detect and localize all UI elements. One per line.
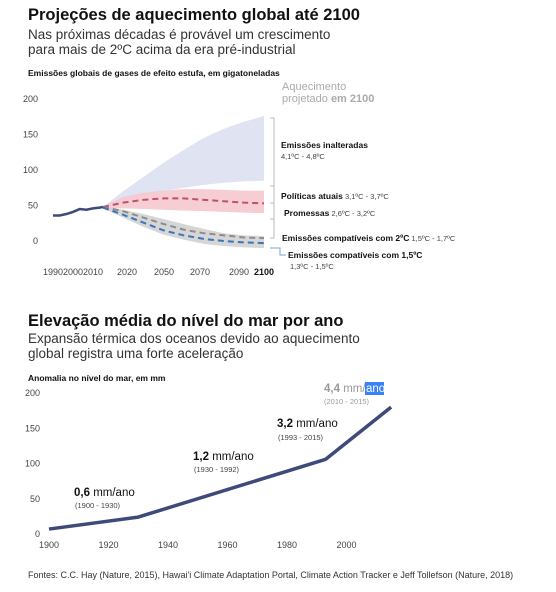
- x-tick-label: 1980: [277, 540, 297, 550]
- chart2-ylabel: Anomalia no nível do mar, em mm: [28, 373, 166, 383]
- line-compativel-15c: [102, 206, 265, 245]
- rate-period: (2010 - 2015): [324, 397, 370, 406]
- label-compativel-15c-range: 1,3ºC - 1,5ºC: [290, 262, 334, 271]
- x-tick-label: 2100: [254, 267, 274, 277]
- chart1-subtitle: Nas próximas décadas é provável um cresc…: [28, 27, 331, 57]
- bracket-promessas: [270, 202, 275, 220]
- y-tick-label: 50: [30, 494, 40, 504]
- chart2-title: Elevação média do nível do mar por ano: [28, 312, 344, 330]
- label-inalteradas-range: 4,1ºC - 4,8ºC: [281, 152, 325, 161]
- bracket-inalteradas: [270, 117, 275, 239]
- x-tick-label: 1990: [43, 267, 63, 277]
- rate-annotation: 3,2 mm/ano: [277, 418, 338, 430]
- x-tick-label: 1940: [158, 540, 178, 550]
- x-tick-label: 2000: [63, 267, 83, 277]
- x-tick-label: 2070: [190, 267, 210, 277]
- x-tick-label: 1960: [217, 540, 237, 550]
- y-tick-label: 150: [23, 130, 38, 140]
- label-promessas: Promessas 2,6ºC - 3,2ºC: [284, 208, 376, 218]
- y-tick-label: 100: [25, 459, 40, 469]
- y-tick-label: 200: [25, 388, 40, 398]
- x-tick-label: 2050: [154, 267, 174, 277]
- y-tick-label: 100: [23, 165, 38, 175]
- label-politicas-atuais: Políticas atuais 3,1ºC - 3,7ºC: [281, 191, 389, 201]
- chart2-plot: 0 50 100 150 200 1900 1920 1940 1960 1980 2000 0,6 …: [25, 382, 393, 550]
- x-tick-label: 1900: [39, 540, 59, 550]
- x-tick-label: 2090: [229, 267, 249, 277]
- rate-period: (1900 - 1930): [75, 501, 121, 510]
- rate-annotation: 1,2 mm/ano: [193, 451, 254, 463]
- y-tick-label: 0: [35, 529, 40, 539]
- x-tick-label: 2000: [336, 540, 356, 550]
- y-tick-label: 0: [33, 236, 38, 246]
- chart1-title: Projeções de aquecimento global até 2100: [28, 6, 360, 24]
- bracket-15c: [270, 247, 286, 256]
- band-emissoes-inalteradas: [103, 116, 264, 207]
- label-compativel-2c: Emissões compatíveis com 2ºC 1,5ºC - 1,7…: [282, 233, 456, 243]
- x-tick-label: 1920: [98, 540, 118, 550]
- line-compativel-2c: [102, 205, 265, 240]
- rate-annotation: 4,4 mm/: [324, 383, 366, 395]
- line-politicas-atuais: [102, 197, 265, 208]
- text-selection-highlight: [365, 382, 384, 395]
- chart2-subtitle: Expansão térmica dos oceanos devido ao a…: [28, 331, 360, 361]
- label-compativel-15c: Emissões compatíveis com 1,5ºC: [288, 250, 422, 260]
- line-historical: [53, 205, 104, 217]
- x-tick-label: 2010: [83, 267, 103, 277]
- chart1-ylabel: Emissões globais de gases de efeito estu…: [28, 68, 280, 78]
- source-note: Fontes: C.C. Hay (Nature, 2015), Hawai'i…: [28, 570, 514, 580]
- projected-label-2: projetado em 2100: [282, 93, 374, 105]
- rate-annotation-highlight: ano: [366, 383, 385, 395]
- label-inalteradas: Emissões inalteradas: [281, 140, 368, 150]
- rate-period: (1993 - 2015): [278, 433, 324, 442]
- x-tick-label: 2020: [117, 267, 137, 277]
- y-tick-label: 150: [25, 423, 40, 433]
- y-tick-label: 200: [23, 94, 38, 104]
- projected-label-1: Aquecimento: [282, 81, 346, 93]
- rate-annotation: 0,6 mm/ano: [74, 487, 135, 499]
- rate-period: (1930 - 1992): [194, 465, 240, 474]
- line-sea-level: [48, 405, 393, 531]
- chart1-plot: 0 50 100 150 200 1990 2000 2010 2020 2050 2070 2090…: [23, 81, 456, 277]
- band-politicas-atuais: [103, 189, 264, 214]
- y-tick-label: 50: [28, 201, 38, 211]
